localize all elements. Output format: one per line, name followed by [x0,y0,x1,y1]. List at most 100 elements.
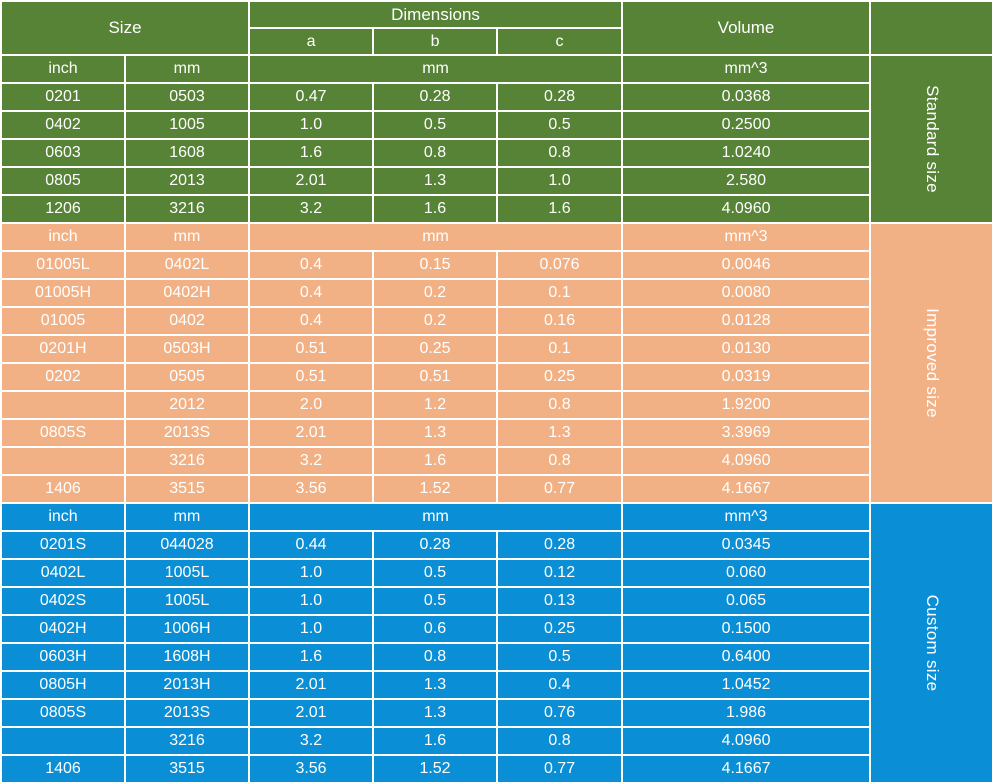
cell-dimension-b: 0.8 [372,138,499,168]
cell-dimension-a: 0.4 [248,250,375,280]
cell-dimension-c: 0.76 [496,698,624,728]
cell-volume: 3.3969 [621,418,872,448]
cell-inch: 0805S [0,418,126,448]
unit-volume: mm^3 [621,502,872,532]
cell-inch: 0402S [0,586,126,616]
cell-volume: 0.1500 [621,614,872,644]
cell-dimension-b: 0.51 [372,362,499,392]
table-row: 1406 3515 3.56 1.52 0.77 4.1667 [0,754,992,784]
cell-dimension-b: 0.8 [372,642,499,672]
cell-mm: 1005L [123,558,251,588]
cell-dimension-a: 3.56 [248,754,375,784]
cell-mm: 3515 [123,754,251,784]
table-row: 0201S 044028 0.44 0.28 0.28 0.0345 [0,530,992,560]
table-row: 01005 0402 0.4 0.2 0.16 0.0128 [0,306,992,336]
cell-dimension-b: 0.15 [372,250,499,280]
cell-dimension-c: 0.25 [496,614,624,644]
unit-inch: inch [0,222,126,252]
cell-inch: 0402H [0,614,126,644]
cell-dimension-b: 1.52 [372,474,499,504]
cell-inch: 0805 [0,166,126,196]
standard-group-label-text: Standard size [922,85,942,193]
table-row: 0805S 2013S 2.01 1.3 1.3 3.3969 [0,418,992,448]
cell-inch: 1206 [0,194,126,224]
cell-mm: 0402L [123,250,251,280]
cell-dimension-a: 0.47 [248,82,375,112]
cell-dimension-a: 1.0 [248,110,375,140]
cell-inch: 1406 [0,474,126,504]
cell-dimension-b: 0.5 [372,110,499,140]
cell-inch: 01005H [0,278,126,308]
cell-dimension-c: 0.076 [496,250,624,280]
cell-volume: 1.9200 [621,390,872,420]
cell-dimension-c: 1.3 [496,418,624,448]
unit-mm: mm [123,222,251,252]
cell-dimension-c: 0.1 [496,334,624,364]
table-row: 3216 3.2 1.6 0.8 4.0960 [0,446,992,476]
unit-mm: mm [123,502,251,532]
table-row: 2012 2.0 1.2 0.8 1.9200 [0,390,992,420]
cell-mm: 3216 [123,446,251,476]
cell-volume: 0.065 [621,586,872,616]
dimension-b-header: b [372,27,499,56]
cell-dimension-c: 0.77 [496,474,624,504]
cell-mm: 1006H [123,614,251,644]
cell-volume: 0.0368 [621,82,872,112]
cell-inch: 0201S [0,530,126,560]
cell-dimension-b: 1.6 [372,194,499,224]
cell-mm: 0402 [123,306,251,336]
cell-volume: 0.6400 [621,642,872,672]
cell-mm: 0503H [123,334,251,364]
cell-volume: 0.0128 [621,306,872,336]
size-header: Size [0,0,251,56]
unit-volume: mm^3 [621,54,872,84]
cell-dimension-b: 0.28 [372,530,499,560]
cell-dimension-b: 1.3 [372,166,499,196]
cell-dimension-c: 0.4 [496,670,624,700]
cell-volume: 1.986 [621,698,872,728]
cell-dimension-a: 2.01 [248,418,375,448]
cell-mm: 0503 [123,82,251,112]
cell-mm: 2013S [123,698,251,728]
cell-dimension-c: 0.12 [496,558,624,588]
unit-dimensions: mm [248,502,624,532]
cell-mm: 1005L [123,586,251,616]
cell-dimension-a: 3.2 [248,194,375,224]
cell-dimension-b: 1.6 [372,446,499,476]
cell-dimension-c: 1.0 [496,166,624,196]
table-row: 0402L 1005L 1.0 0.5 0.12 0.060 [0,558,992,588]
cell-inch: 1406 [0,754,126,784]
cell-inch: 0402L [0,558,126,588]
cell-dimension-b: 0.6 [372,614,499,644]
cell-mm: 1608 [123,138,251,168]
dimension-c-header: c [496,27,624,56]
cell-volume: 2.580 [621,166,872,196]
dimensions-header: Dimensions [248,0,624,29]
cell-dimension-c: 0.28 [496,530,624,560]
cell-dimension-a: 1.0 [248,558,375,588]
cell-dimension-b: 0.5 [372,586,499,616]
cell-mm: 2012 [123,390,251,420]
table-row: 1206 3216 3.2 1.6 1.6 4.0960 [0,194,992,224]
volume-header: Volume [621,0,872,56]
table-row: 01005H 0402H 0.4 0.2 0.1 0.0080 [0,278,992,308]
table-row: 0603H 1608H 1.6 0.8 0.5 0.6400 [0,642,992,672]
cell-mm: 2013H [123,670,251,700]
cell-dimension-b: 0.2 [372,306,499,336]
cell-volume: 0.0046 [621,250,872,280]
cell-dimension-a: 1.6 [248,642,375,672]
table-row: 0201H 0503H 0.51 0.25 0.1 0.0130 [0,334,992,364]
table-row: 0402S 1005L 1.0 0.5 0.13 0.065 [0,586,992,616]
cell-inch [0,726,126,756]
cell-dimension-c: 0.5 [496,642,624,672]
cell-mm: 2013S [123,418,251,448]
cell-dimension-c: 0.25 [496,362,624,392]
unit-dimensions: mm [248,54,624,84]
table-row: 0805S 2013S 2.01 1.3 0.76 1.986 [0,698,992,728]
cell-inch: 0201H [0,334,126,364]
cell-dimension-c: 1.6 [496,194,624,224]
cell-mm: 3515 [123,474,251,504]
custom-group-label: Custom size [869,502,992,784]
cell-dimension-a: 1.0 [248,586,375,616]
